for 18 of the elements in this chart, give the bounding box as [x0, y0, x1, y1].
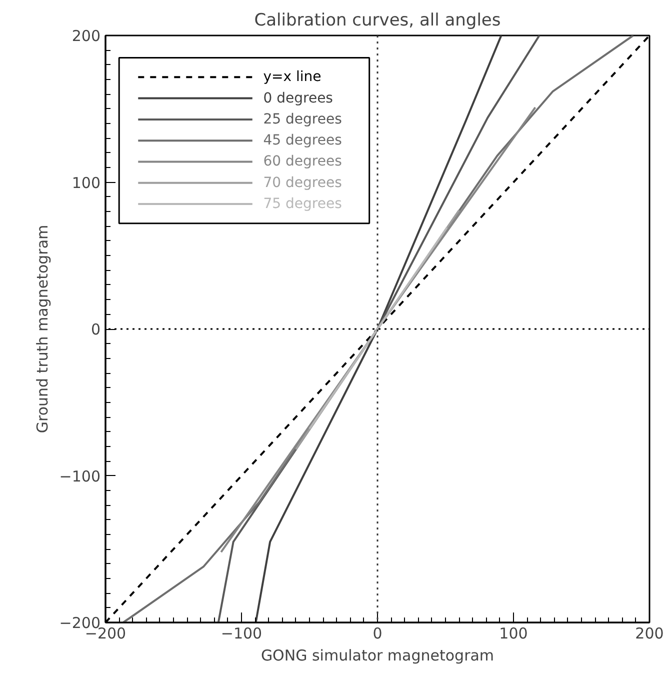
y-tick-label: −100	[59, 467, 101, 486]
x-tick-label: 100	[499, 624, 528, 642]
x-tick-label: 0	[372, 624, 382, 642]
text: y=x line	[263, 69, 322, 86]
text: 60 degrees	[263, 154, 342, 170]
x-tick-label: 200	[635, 624, 664, 642]
y-axis-title: Ground truth magnetogram	[33, 224, 52, 434]
y-tick-label: 100	[72, 174, 101, 192]
y-tick-label: 200	[72, 27, 101, 45]
chart-title: Calibration curves, all angles	[254, 10, 501, 30]
text: 75 degrees	[263, 196, 342, 212]
text: 70 degrees	[263, 174, 342, 191]
text: 25 degrees	[263, 111, 342, 128]
x-axis-title: GONG simulator magnetogram	[260, 646, 494, 664]
text: 0 degrees	[263, 90, 333, 106]
text: 45 degrees	[263, 132, 342, 149]
x-tick-label: −100	[220, 624, 262, 642]
y-tick-label: 0	[90, 320, 101, 338]
